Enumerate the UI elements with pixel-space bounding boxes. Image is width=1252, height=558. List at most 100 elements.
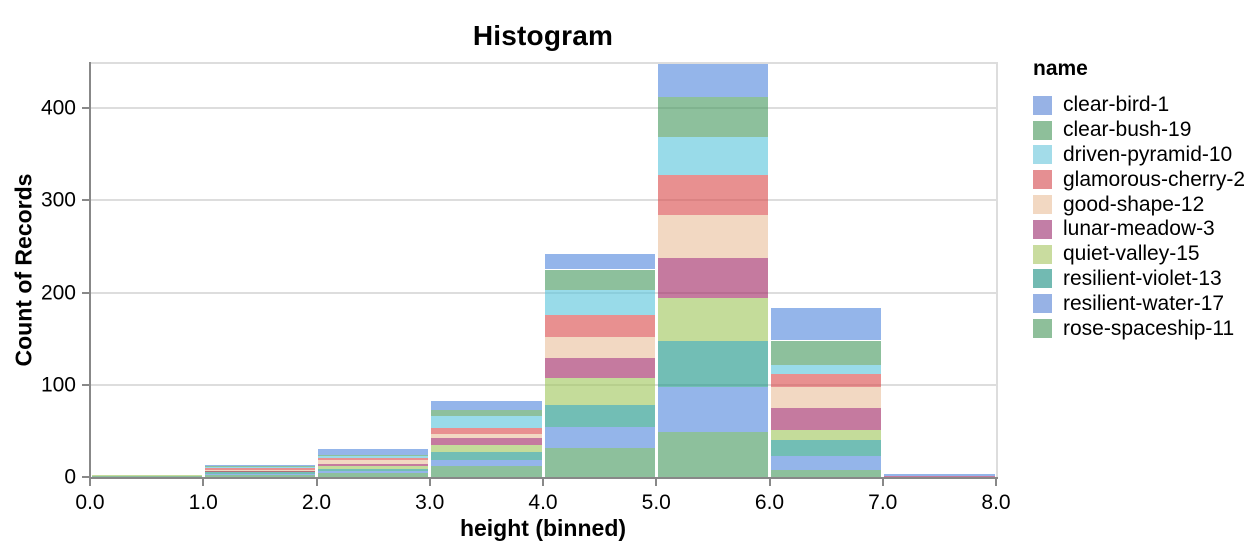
legend-item-label: resilient-violet-13 bbox=[1063, 266, 1222, 290]
bar-segment bbox=[204, 469, 315, 471]
bar-segment bbox=[657, 97, 768, 137]
bar-segment bbox=[544, 269, 655, 290]
x-tick bbox=[315, 479, 318, 486]
bar-segment bbox=[884, 474, 995, 477]
x-axis-title: height (binned) bbox=[459, 515, 627, 541]
bar-segment bbox=[657, 62, 768, 98]
bar-segment bbox=[204, 474, 315, 476]
x-tick bbox=[655, 479, 658, 486]
bar-segment bbox=[544, 427, 655, 449]
bar-segment bbox=[204, 471, 315, 473]
bar-segment bbox=[657, 136, 768, 176]
legend-item-label: clear-bird-1 bbox=[1063, 93, 1170, 117]
legend-item-label: resilient-water-17 bbox=[1063, 291, 1225, 315]
legend-item: resilient-violet-13 bbox=[1030, 267, 1245, 292]
y-tick bbox=[82, 199, 90, 202]
legend-title: name bbox=[1033, 57, 1088, 80]
bar-segment bbox=[431, 465, 542, 477]
x-tick bbox=[428, 479, 431, 486]
x-tick-label: 1.0 bbox=[188, 491, 218, 514]
bar-segment bbox=[431, 460, 542, 466]
bar-segment bbox=[657, 298, 768, 341]
legend-item: clear-bird-1 bbox=[1030, 93, 1245, 118]
view-border-right bbox=[996, 62, 998, 477]
legend-swatch bbox=[1033, 195, 1052, 215]
bar-segment bbox=[318, 454, 429, 456]
bar-segment bbox=[91, 476, 202, 477]
x-tick-label: 8.0 bbox=[981, 491, 1011, 514]
legend-item: good-shape-12 bbox=[1030, 192, 1245, 217]
legend-swatch bbox=[1033, 294, 1052, 314]
legend-item: glamorous-cherry-2 bbox=[1030, 167, 1245, 192]
bar-segment bbox=[657, 386, 768, 432]
legend-item-label: good-shape-12 bbox=[1063, 192, 1205, 216]
bar-segment bbox=[771, 455, 882, 470]
bar-segment bbox=[544, 314, 655, 337]
x-tick bbox=[995, 479, 997, 486]
bar-segment bbox=[884, 476, 995, 477]
bar-segment bbox=[204, 465, 315, 466]
legend-item: clear-bush-19 bbox=[1030, 118, 1245, 143]
legend-items: clear-bird-1 clear-bush-19 driven-pyramid-… bbox=[1030, 93, 1245, 341]
bar-segment bbox=[318, 449, 429, 455]
bar-segment bbox=[771, 407, 882, 430]
bar-segment bbox=[431, 438, 542, 445]
x-tick bbox=[768, 479, 771, 486]
bar-segment bbox=[431, 428, 542, 434]
bar-segment bbox=[431, 444, 542, 453]
y-tick bbox=[82, 291, 90, 294]
x-tick-label: 4.0 bbox=[528, 491, 558, 514]
y-tick bbox=[82, 476, 90, 478]
y-tick bbox=[82, 383, 90, 386]
bar-segment bbox=[318, 457, 429, 461]
bar-segment bbox=[544, 448, 655, 477]
x-tick-label: 3.0 bbox=[415, 491, 445, 514]
bar-segment bbox=[318, 468, 429, 472]
bar-segment bbox=[771, 469, 882, 477]
view-border-top bbox=[90, 62, 998, 64]
bar-segment bbox=[318, 464, 429, 466]
y-tick-label: 400 bbox=[40, 96, 76, 120]
y-tick-label: 200 bbox=[40, 281, 76, 305]
legend-item-label: clear-bush-19 bbox=[1063, 118, 1192, 142]
legend-item: rose-spaceship-11 bbox=[1030, 316, 1245, 341]
y-gridline bbox=[90, 291, 996, 294]
bar-segment bbox=[318, 460, 429, 465]
legend-item-label: glamorous-cherry-2 bbox=[1063, 167, 1246, 191]
bar-segment bbox=[318, 471, 429, 474]
legend-item: driven-pyramid-10 bbox=[1030, 143, 1245, 168]
bar-segment bbox=[771, 340, 882, 366]
x-tick bbox=[89, 479, 91, 486]
legend: name clear-bird-1 clear-bush-19 driven-pyr… bbox=[1030, 57, 1245, 341]
y-tick-label: 300 bbox=[40, 188, 76, 212]
bar-segment bbox=[544, 253, 655, 270]
bar-segment bbox=[771, 365, 882, 374]
bar-segment bbox=[544, 358, 655, 379]
bar-segment bbox=[657, 431, 768, 477]
bar-segment bbox=[657, 175, 768, 216]
y-axis-line bbox=[89, 62, 91, 478]
x-tick bbox=[881, 479, 884, 486]
bar-segment bbox=[204, 475, 315, 477]
x-tick-label: 5.0 bbox=[641, 491, 671, 514]
bar-segment bbox=[204, 472, 315, 475]
x-axis-line bbox=[89, 477, 998, 479]
legend-swatch bbox=[1033, 219, 1052, 239]
bar-segment bbox=[318, 465, 429, 469]
bar-segment bbox=[91, 475, 202, 477]
bar-segment bbox=[318, 473, 429, 477]
y-tick-label: 100 bbox=[40, 373, 76, 397]
legend-swatch bbox=[1033, 145, 1052, 165]
legend-item-label: driven-pyramid-10 bbox=[1063, 142, 1233, 166]
x-tick-label: 2.0 bbox=[301, 491, 332, 514]
y-gridline bbox=[90, 199, 996, 202]
bar-segment bbox=[771, 386, 882, 408]
bar-segment bbox=[544, 289, 655, 315]
legend-swatch bbox=[1033, 269, 1052, 289]
legend-item-label: rose-spaceship-11 bbox=[1063, 316, 1235, 340]
x-tick-label: 7.0 bbox=[868, 491, 898, 514]
x-tick bbox=[542, 479, 544, 486]
y-gridline bbox=[90, 107, 996, 110]
legend-item: lunar-meadow-3 bbox=[1030, 217, 1245, 242]
